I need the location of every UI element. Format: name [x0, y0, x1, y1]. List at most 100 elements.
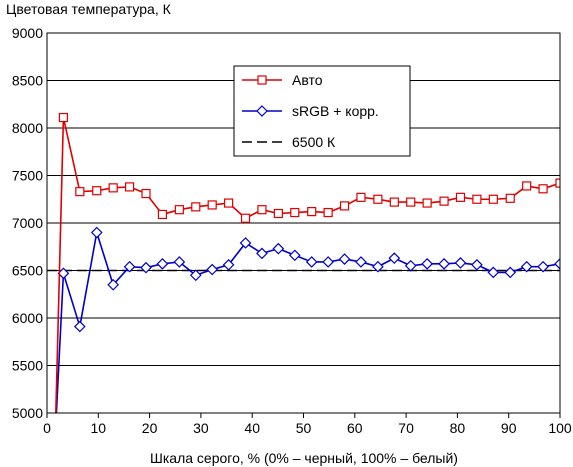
data-point: [108, 183, 118, 193]
data-point: [58, 112, 69, 123]
data-point: [107, 278, 120, 291]
data-point: [522, 181, 532, 191]
data-point: [256, 247, 268, 260]
data-point: [455, 192, 466, 202]
data-point: [406, 197, 416, 207]
data-point: [288, 249, 301, 262]
data-point: [355, 256, 367, 268]
data-point: [257, 75, 267, 85]
data-point: [224, 198, 234, 208]
data-point: [404, 259, 417, 272]
data-point: [487, 266, 500, 279]
series-1: [50, 226, 560, 442]
y-tick-labels: 5000 5500 6000 6500 7000 7500 8000 8500 9000: [12, 25, 43, 421]
data-point: [50, 432, 60, 442]
data-point: [471, 258, 483, 271]
x-tick-label: 20: [142, 420, 158, 436]
y-tick-label: 9000: [12, 25, 43, 41]
data-point: [307, 207, 317, 217]
y-tick-label: 7500: [12, 168, 43, 184]
legend-label: sRGB + корр.: [292, 103, 379, 119]
data-point: [73, 320, 86, 333]
data-point: [422, 198, 432, 208]
y-tick-label: 6000: [12, 310, 43, 326]
data-point: [256, 105, 268, 117]
data-point: [207, 200, 217, 210]
x-axis-label: Шкала серого, % (0% – черный, 100% – бел…: [150, 450, 458, 466]
data-point: [323, 207, 333, 218]
data-point: [504, 266, 517, 279]
x-tick-labels: 0 10 20 30 40 50 60 70 80 90 100: [43, 413, 572, 436]
data-point: [240, 213, 251, 223]
data-point: [124, 182, 135, 192]
data-point: [421, 258, 433, 270]
series-group: [47, 112, 560, 442]
data-point: [156, 258, 169, 270]
data-point: [273, 208, 283, 219]
data-point: [538, 184, 548, 194]
data-point: [257, 205, 267, 215]
x-tick-label: 40: [244, 420, 260, 436]
series-line: [55, 117, 560, 413]
data-point: [388, 252, 401, 264]
data-point: [389, 197, 399, 207]
x-tick-label: 0: [43, 420, 51, 436]
y-tick-label: 5500: [12, 358, 43, 374]
data-point: [454, 257, 467, 269]
x-tick-label: 70: [398, 420, 414, 436]
data-point: [206, 263, 219, 276]
data-point: [272, 242, 285, 255]
x-tick-label: 100: [548, 420, 572, 436]
data-point: [438, 258, 450, 270]
series-0: [51, 112, 560, 441]
data-point: [505, 193, 515, 203]
data-point: [356, 192, 366, 202]
data-point: [555, 178, 560, 188]
legend: Авто sRGB + корр. 6500 К: [233, 65, 411, 157]
data-point: [173, 256, 186, 268]
data-point: [373, 194, 383, 204]
legend-label: Авто: [292, 72, 323, 88]
data-point: [239, 237, 252, 249]
data-point: [222, 258, 235, 271]
data-point: [290, 207, 300, 218]
data-point: [372, 260, 384, 273]
y-tick-label: 6500: [12, 263, 43, 279]
y-axis-label: Цветовая температура, К: [6, 1, 172, 17]
data-point: [92, 186, 102, 196]
data-point: [141, 188, 151, 199]
y-tick-label: 8500: [12, 73, 43, 89]
x-tick-label: 60: [347, 420, 363, 436]
legend-entry: sRGB + корр.: [242, 103, 379, 119]
data-point: [339, 201, 350, 211]
data-point: [488, 194, 498, 204]
data-point: [305, 256, 318, 268]
data-point: [537, 260, 549, 273]
data-point: [51, 433, 59, 441]
plot-frame: [46, 32, 561, 414]
data-point: [174, 205, 184, 215]
y-tick-label: 7000: [12, 215, 43, 231]
data-point: [191, 202, 201, 212]
data-point: [90, 226, 103, 239]
data-point: [140, 261, 152, 274]
data-point: [123, 260, 136, 273]
legend-label: 6500 К: [292, 134, 336, 150]
legend-entry: Авто: [242, 72, 323, 88]
x-tick-label: 80: [450, 420, 466, 436]
x-tick-label: 50: [296, 420, 312, 436]
data-point: [189, 269, 202, 282]
y-tick-label: 5000: [12, 405, 43, 421]
data-point: [520, 260, 533, 273]
data-point: [439, 196, 449, 206]
data-point: [157, 209, 168, 220]
data-point: [472, 194, 482, 204]
data-point: [338, 253, 351, 265]
x-tick-label: 90: [501, 420, 517, 436]
data-point: [322, 256, 334, 268]
data-point: [554, 258, 560, 270]
y-tick-label: 8000: [12, 120, 43, 136]
data-point: [75, 187, 85, 197]
legend-entry: 6500 К: [242, 134, 336, 150]
